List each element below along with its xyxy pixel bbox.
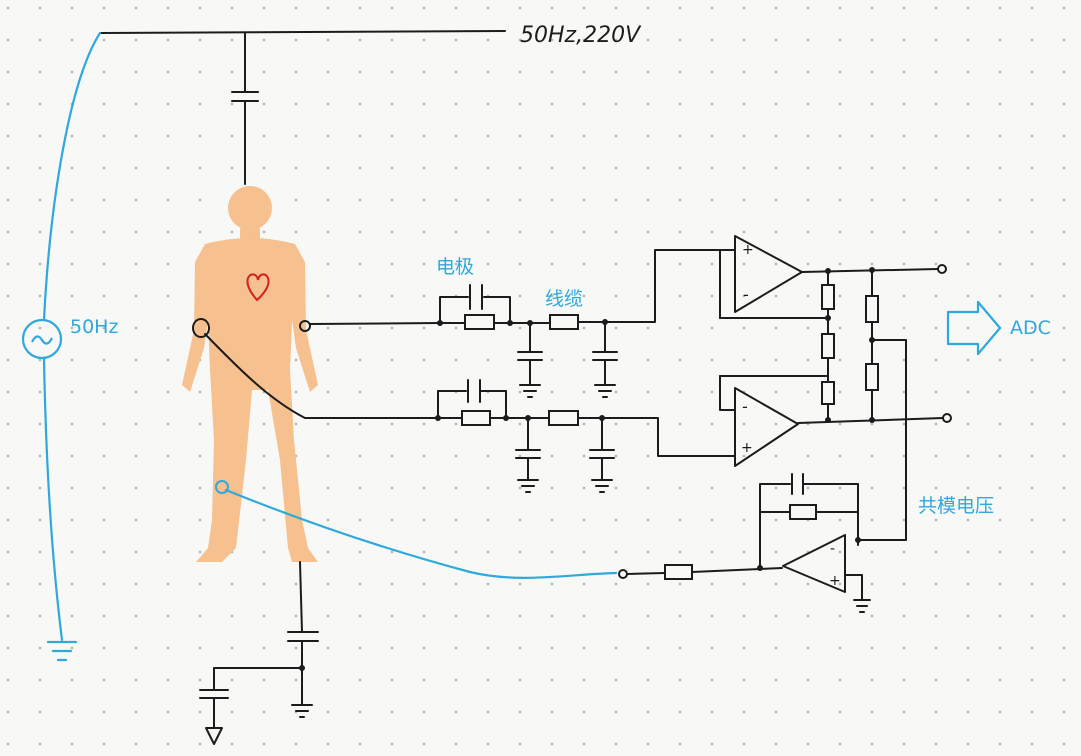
heart-icon (246, 273, 270, 302)
electrode-left-arm (192, 318, 210, 338)
input-resistor (664, 564, 693, 580)
lower-electrode-capacitor (467, 379, 481, 403)
lower-opamp-plus: + (741, 440, 753, 456)
upper-electrode-resistor (464, 314, 495, 330)
upper-opamp: + - (734, 235, 803, 313)
output-resistor-3 (821, 381, 835, 405)
source-freq-label: 50Hz (70, 316, 118, 338)
upper-electrode-capacitor (469, 284, 483, 310)
output-resistor-2 (821, 333, 835, 359)
upper-shunt-capacitors (517, 351, 618, 398)
lower-channel-wires (437, 375, 829, 481)
lower-electrode-resistor (461, 410, 491, 426)
output-terminal-lower (942, 413, 952, 423)
ac-source-wire (42, 31, 102, 662)
human-body-icon (182, 186, 318, 562)
ac-source-icon (21, 318, 63, 360)
mains-wire (99, 30, 506, 185)
lower-opamp-minus: - (742, 397, 748, 416)
arrow-right-icon (946, 300, 1002, 356)
rld-output-dot (855, 537, 861, 543)
adc-label: ADC (1010, 317, 1051, 339)
lower-cable-resistor (548, 410, 579, 426)
left-arm-lead (204, 333, 439, 419)
upper-opamp-minus: - (743, 285, 749, 304)
output-resistor-1 (821, 284, 835, 310)
output-terminal-upper (937, 264, 947, 274)
lower-opamp: - + (734, 387, 799, 467)
electrode-label: 电极 (436, 256, 474, 278)
upper-cable-resistor (549, 314, 579, 330)
dot-grid (6, 6, 1066, 746)
lower-junction-dots (435, 415, 605, 421)
feet-junction-dot (299, 665, 305, 671)
output-resistor-4 (865, 295, 879, 323)
electrode-right-arm (299, 320, 311, 332)
right-leg-drive-wires (627, 483, 871, 613)
rld-opamp-plus: + (829, 573, 841, 589)
rld-junction-dot (757, 565, 763, 571)
upper-junction-dots (437, 319, 608, 326)
common-mode-label: 共模电压 (918, 495, 994, 517)
feet-ground-wires (199, 561, 319, 745)
right-leg-drive-wire (224, 488, 618, 579)
rld-opamp-minus: - (830, 541, 835, 557)
mains-label: 50Hz,220V (520, 23, 642, 48)
rld-opamp: - + (782, 534, 846, 593)
feedback-capacitor (791, 473, 804, 495)
electrode-leg (215, 480, 229, 494)
output-junction-dots (825, 267, 875, 423)
output-resistor-5 (865, 363, 879, 391)
lower-shunt-capacitors (515, 449, 615, 493)
rld-input-terminal (618, 569, 628, 579)
cable-label: 线缆 (545, 288, 583, 310)
feedback-resistor (789, 504, 817, 520)
upper-channel-wires (309, 249, 741, 386)
upper-opamp-plus: + (742, 242, 754, 258)
